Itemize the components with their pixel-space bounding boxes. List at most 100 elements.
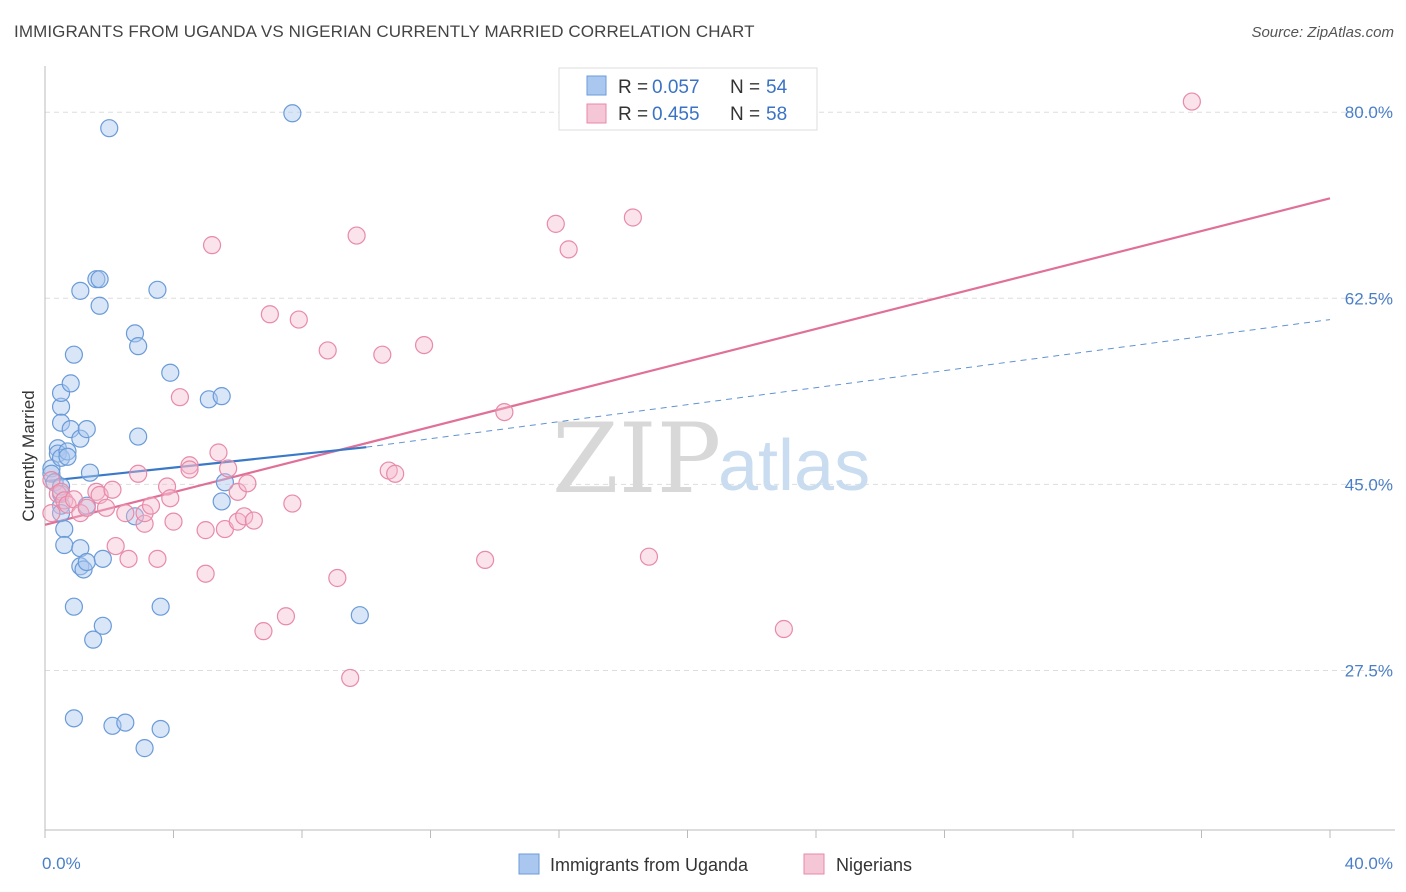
bottom-legend-swatch-nigerian	[803, 853, 825, 875]
bottom-legend-swatch-uganda	[518, 853, 540, 875]
uganda-point	[84, 630, 103, 649]
uganda-point	[148, 280, 167, 299]
uganda-point	[77, 552, 96, 572]
nigerian-point	[135, 504, 154, 523]
gridlines	[45, 111, 1395, 671]
uganda-point	[129, 337, 148, 356]
nigerian-point	[318, 341, 337, 360]
nigerian-point	[219, 459, 238, 478]
nigerian-point	[495, 402, 514, 422]
uganda-point	[58, 447, 77, 466]
nigerian-point	[42, 504, 61, 523]
tick-labels: 27.5% 45.0% 62.5% 80.0% 0.0% 40.0%	[42, 103, 1393, 873]
nigerian-point	[254, 622, 273, 641]
nigerian-points	[42, 92, 1201, 688]
nigerian-point	[196, 564, 215, 583]
nigerian-point	[386, 464, 405, 483]
uganda-point	[51, 397, 71, 416]
uganda-point	[93, 616, 112, 635]
bottom-legend-label-nigerian: Nigerians	[836, 855, 912, 875]
nigerian-point	[180, 460, 199, 479]
nigerian-point	[289, 310, 308, 329]
nigerian-point	[96, 498, 116, 517]
axes	[44, 66, 1395, 838]
nigerian-point	[119, 549, 138, 568]
legend-r-label-2: R =	[618, 104, 648, 125]
uganda-point	[80, 463, 100, 482]
nigerian-point	[196, 521, 215, 540]
uganda-point	[116, 713, 135, 732]
correlation-legend: R = 0.057 N = 54 R = 0.455 N = 58	[558, 67, 818, 131]
nigerian-point	[283, 494, 302, 513]
chart-source: Source: ZipAtlas.com	[1251, 24, 1394, 41]
uganda-point	[64, 345, 84, 364]
legend-n-value-2: 58	[766, 104, 787, 125]
nigerian-point	[103, 480, 122, 499]
uganda-point	[129, 427, 148, 446]
nigerian-point	[559, 240, 578, 259]
legend-r-value-2: 0.455	[652, 104, 700, 125]
uganda-point	[71, 281, 90, 300]
uganda-point	[64, 709, 84, 728]
nigerian-point	[157, 477, 177, 496]
nigerian-point	[209, 443, 228, 462]
uganda-point	[350, 606, 369, 625]
uganda-point	[51, 413, 71, 432]
legend-n-value-1: 54	[766, 77, 788, 98]
nigerian-point	[347, 226, 366, 245]
uganda-point	[90, 296, 109, 315]
legend-swatch-uganda	[586, 75, 607, 96]
y-tick-label: 27.5%	[1345, 661, 1393, 680]
legend-swatch-nigerian	[586, 103, 607, 124]
nigerian-point	[260, 305, 279, 324]
uganda-point	[212, 387, 231, 406]
nigerian-point	[341, 668, 360, 688]
uganda-point	[93, 549, 112, 568]
legend-r-label-1: R =	[618, 77, 648, 98]
series-legend: Immigrants from Uganda Nigerians	[518, 853, 912, 875]
x-tick-label: 0.0%	[42, 854, 81, 873]
nigerian-point	[639, 547, 659, 566]
chart-title: IMMIGRANTS FROM UGANDA VS NIGERIAN CURRE…	[14, 22, 755, 41]
nigerian-point	[623, 208, 642, 227]
nigerian-point	[373, 345, 392, 364]
uganda-point	[161, 363, 180, 382]
uganda-point	[77, 420, 96, 439]
y-tick-label: 45.0%	[1345, 475, 1393, 494]
uganda-point	[135, 739, 154, 758]
legend-n-label-2: N =	[730, 104, 760, 125]
uganda-point	[61, 420, 80, 439]
uganda-point	[55, 535, 74, 555]
legend-r-value-1: 0.057	[652, 77, 700, 98]
nigerian-point	[414, 335, 434, 355]
uganda-trend-extension	[366, 319, 1331, 448]
y-tick-label: 80.0%	[1345, 103, 1393, 122]
nigerian-point	[244, 511, 263, 530]
legend-n-label-1: N =	[730, 77, 760, 98]
nigerian-point	[161, 489, 180, 508]
uganda-point	[151, 597, 170, 616]
nigerian-point	[170, 388, 190, 407]
nigerian-point	[546, 214, 565, 233]
uganda-point	[212, 492, 231, 511]
uganda-point	[215, 473, 234, 492]
uganda-point	[151, 719, 170, 739]
nigerian-point	[135, 514, 154, 533]
watermark-atlas: atlas	[718, 426, 870, 506]
nigerian-point	[202, 236, 222, 255]
nigerian-point	[106, 536, 125, 556]
uganda-point	[100, 119, 119, 138]
nigerian-point	[116, 504, 135, 523]
nigerian-point	[129, 464, 148, 483]
nigerian-point	[180, 456, 199, 475]
uganda-point	[71, 429, 90, 448]
uganda-point	[64, 597, 84, 616]
uganda-point	[283, 104, 302, 123]
x-tick-label: 40.0%	[1345, 854, 1393, 873]
nigerian-point	[235, 507, 254, 526]
uganda-point	[61, 374, 80, 393]
nigerian-point	[238, 474, 257, 493]
nigerian-point	[141, 496, 161, 515]
watermark-zip: ZIP	[552, 403, 721, 515]
